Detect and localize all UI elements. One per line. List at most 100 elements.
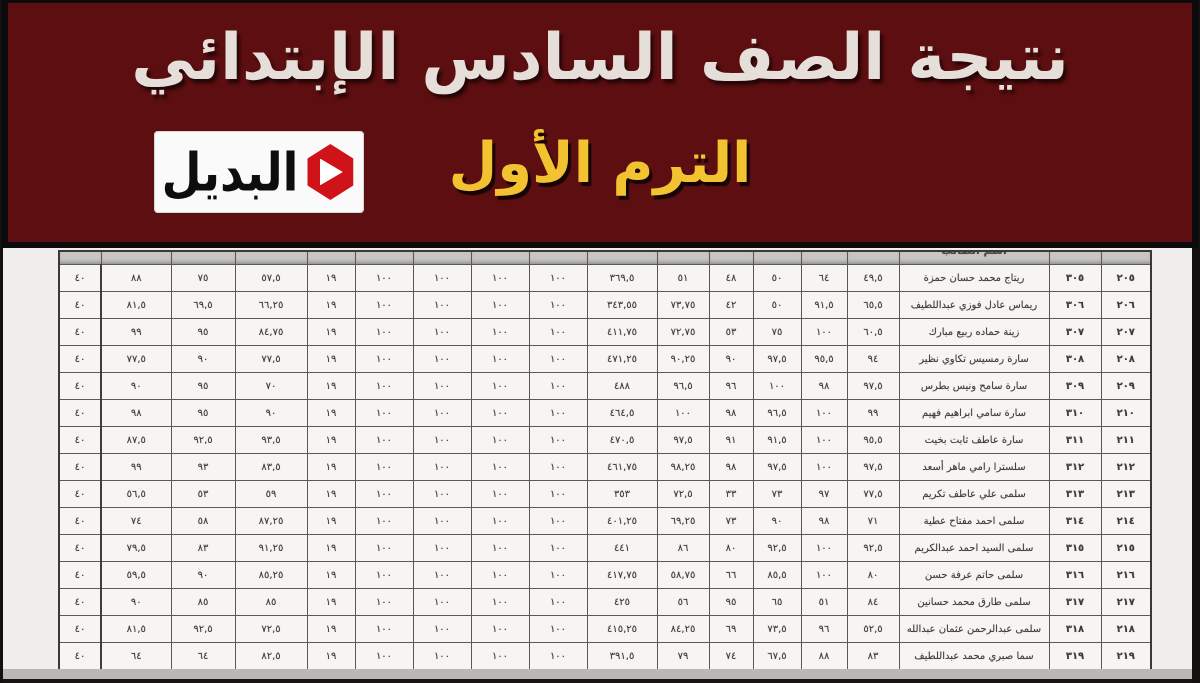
score-cell: ٩٧,٥ [846, 372, 900, 400]
student-name-cell: سارة عاطف ثابت بخيت [898, 426, 1050, 454]
score-cell: ١٠٠ [470, 561, 530, 589]
score-cell: ٩٨ [800, 372, 848, 400]
score-cell: ١٠٠ [528, 264, 588, 292]
score-cell: ٩٣ [170, 453, 236, 481]
score-cell: ٩٨ [708, 453, 754, 481]
score-cell: ٦٧,٥ [752, 642, 802, 671]
score-cell: ١٠٠ [528, 291, 588, 319]
score-cell: ٥٢,٥ [846, 615, 900, 643]
score-cell: ٩٠ [100, 372, 172, 400]
score-cell: ٩٧,٥ [656, 426, 710, 454]
score-cell: ٤٩,٥ [846, 264, 900, 292]
score-cell: ٧٧,٥ [846, 480, 900, 508]
class-number-cell: ٢١٢ [1100, 453, 1152, 481]
score-cell: ٩٨ [708, 399, 754, 427]
seat-number-cell: ٣٠٩ [1048, 372, 1102, 400]
score-cell: ٥٦,٥ [100, 480, 172, 508]
score-cell: ١٠٠ [528, 399, 588, 427]
score-cell: ١٠٠ [800, 318, 848, 346]
score-cell: ١٠٠ [470, 507, 530, 535]
score-cell: ١٠٠ [470, 345, 530, 373]
sheet-bottom-edge [3, 669, 1192, 683]
student-name-cell: سارة رمسيس تكاوي نظير [898, 345, 1050, 373]
score-cell: ٩٧ [800, 480, 848, 508]
score-cell: ٩١ [708, 426, 754, 454]
class-number-cell: ٢١٧ [1100, 588, 1152, 616]
score-cell: ٤٠ [58, 588, 102, 616]
score-cell: ٧٥ [170, 264, 236, 292]
play-hexagon-icon [307, 144, 354, 200]
score-cell: ٤٠ [58, 291, 102, 319]
score-cell: ٤١٧,٧٥ [586, 561, 658, 589]
score-cell: ٧٤ [100, 507, 172, 535]
score-cell: ٧٣,٥ [752, 615, 802, 643]
score-cell: ١٠٠ [528, 534, 588, 562]
score-cell: ٤١٥,٢٥ [586, 615, 658, 643]
score-cell: ١٠٠ [800, 534, 848, 562]
score-cell: ٧٩,٥ [100, 534, 172, 562]
score-cell: ٨٣ [170, 534, 236, 562]
class-number-cell: ٢٠٥ [1100, 264, 1152, 292]
score-cell: ١٠٠ [470, 318, 530, 346]
student-name-cell: زينة حماده ربيع مبارك [898, 318, 1050, 346]
score-cell: ٦٤ [170, 642, 236, 671]
seat-number-cell: ٣١٦ [1048, 561, 1102, 589]
score-cell: ١٠٠ [354, 534, 414, 562]
score-cell: ١٠٠ [470, 642, 530, 671]
seat-number-cell: ٣١٥ [1048, 534, 1102, 562]
score-cell: ١٠٠ [412, 318, 472, 346]
score-cell: ١٠٠ [528, 588, 588, 616]
score-cell: ٨١,٥ [100, 615, 172, 643]
score-cell: ٩٠ [170, 345, 236, 373]
score-cell: ١٠٠ [528, 561, 588, 589]
score-cell: ٦٥ [752, 588, 802, 616]
score-cell: ١٠٠ [412, 588, 472, 616]
student-name-cell: سلمى السيد احمد عبدالكريم [898, 534, 1050, 562]
seat-number-cell: ٣٠٨ [1048, 345, 1102, 373]
score-cell: ٩٣,٥ [234, 426, 308, 454]
score-cell: ١٠٠ [412, 345, 472, 373]
student-name-header: اسم الطالب [898, 250, 1050, 265]
score-cell: ٩٨ [800, 507, 848, 535]
score-cell: ١٠٠ [528, 615, 588, 643]
score-cell: ١٠٠ [412, 507, 472, 535]
score-cell: ٩٢,٥ [846, 534, 900, 562]
score-cell: ١٩ [306, 399, 356, 427]
score-cell: ٨٨ [100, 264, 172, 292]
score-cell: ١٩ [306, 642, 356, 671]
score-cell: ٩٨ [100, 399, 172, 427]
class-number-cell: ٢٠٨ [1100, 345, 1152, 373]
score-cell: ١٠٠ [528, 480, 588, 508]
score-cell: ٦٩,٢٥ [656, 507, 710, 535]
score-cell: ٤٧١,٢٥ [586, 345, 658, 373]
score-cell: ١٠٠ [354, 318, 414, 346]
score-cell: ٤٦١,٧٥ [586, 453, 658, 481]
score-cell: ٤٨٨ [586, 372, 658, 400]
score-cell: ٧٠ [234, 372, 308, 400]
score-cell: ١٠٠ [354, 480, 414, 508]
score-cell: ٩٩ [100, 318, 172, 346]
score-cell: ١٠٠ [528, 426, 588, 454]
score-cell: ٩٦ [800, 615, 848, 643]
score-cell: ١٠٠ [800, 399, 848, 427]
score-cell: ٦٦ [708, 561, 754, 589]
score-cell: ٩٧,٥ [752, 345, 802, 373]
score-cell: ٨٧,٥ [100, 426, 172, 454]
score-cell: ٩٤ [846, 345, 900, 373]
score-cell: ١٠٠ [470, 453, 530, 481]
student-name-cell: سلمى احمد مفتاح عطية [898, 507, 1050, 535]
score-cell: ٦٩,٥ [170, 291, 236, 319]
score-cell: ٧٢,٥ [656, 480, 710, 508]
student-name-cell: سلمى علي عاطف تكريم [898, 480, 1050, 508]
score-cell: ٤٠ [58, 318, 102, 346]
score-cell: ٧٣ [752, 480, 802, 508]
score-cell: ١٠٠ [354, 345, 414, 373]
score-cell: ١٠٠ [354, 561, 414, 589]
score-cell: ٦٥,٥ [846, 291, 900, 319]
score-cell: ٤٠١,٢٥ [586, 507, 658, 535]
score-cell: ١٠٠ [354, 507, 414, 535]
score-cell: ١٠٠ [354, 372, 414, 400]
table-header-partial: اسم الطالب [58, 250, 1152, 265]
class-number-cell: ٢١١ [1100, 426, 1152, 454]
results-table: اسم الطالب ٤٠٨٨٧٥٥٧,٥١٩١٠٠١٠٠١٠٠١٠٠٣٦٩,٥… [58, 250, 1152, 672]
